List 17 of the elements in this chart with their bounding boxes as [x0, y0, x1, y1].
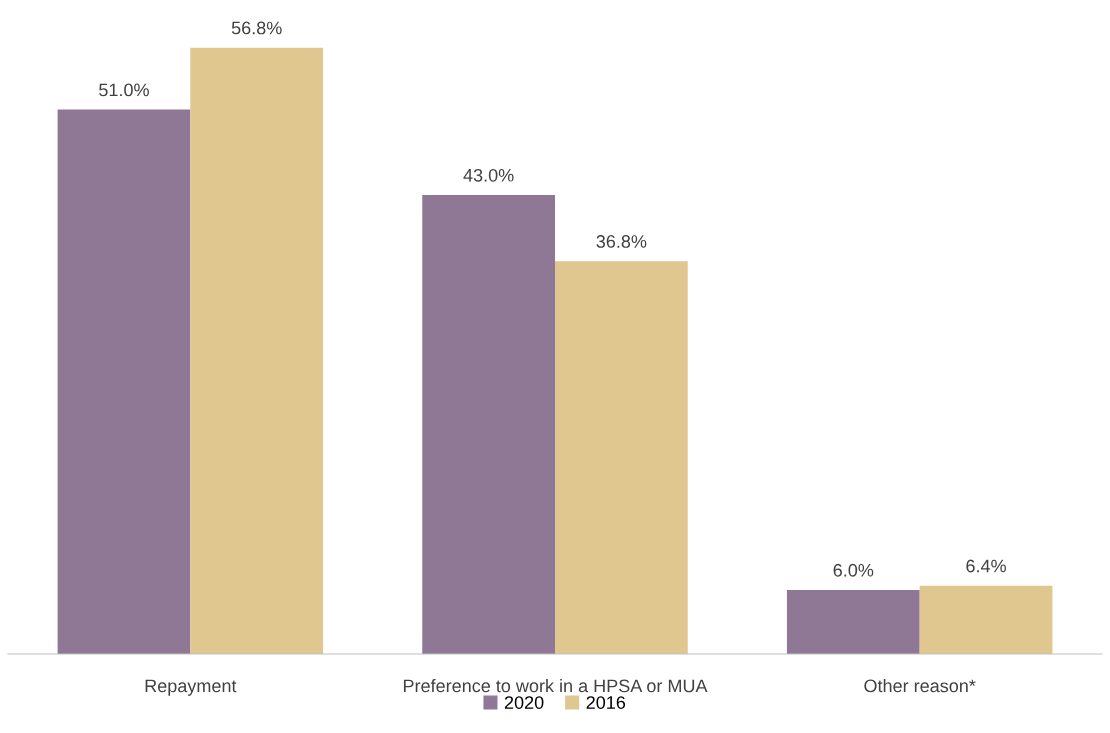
data-label: 56.8%	[231, 21, 282, 35]
legend-label: 2016	[586, 696, 626, 709]
bar	[190, 47, 324, 654]
bar	[422, 194, 555, 654]
bar	[919, 585, 1053, 654]
data-label: 51.0%	[99, 83, 149, 97]
bar	[57, 109, 191, 654]
legend-label: 2020	[504, 696, 544, 709]
bar	[555, 261, 688, 654]
data-label: 43.0%	[463, 168, 514, 182]
data-label: 36.8%	[596, 235, 647, 248]
data-label: 6.0%	[833, 563, 874, 577]
x-tick-label: Repayment	[145, 679, 237, 696]
data-label: 6.4%	[966, 559, 1006, 573]
bar	[786, 589, 920, 654]
x-tick-label: Other reason*	[864, 679, 976, 693]
x-tick-label: Preference to work in a HPSA or MUA	[403, 679, 708, 693]
